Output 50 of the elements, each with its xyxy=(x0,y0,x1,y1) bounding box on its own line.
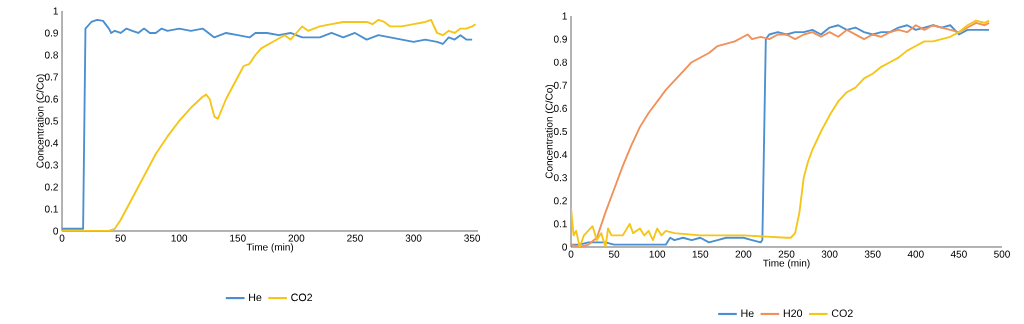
y-axis-title: Concentration (C/Co) xyxy=(36,74,46,168)
x-tick-label: 0 xyxy=(59,234,65,242)
legend-label: H20 xyxy=(783,309,803,318)
x-tick-label: 250 xyxy=(347,234,363,242)
y-tick-label: 0.2 xyxy=(44,183,58,191)
x-tick-label: 500 xyxy=(994,250,1010,258)
y-tick-label: 0.3 xyxy=(553,174,567,182)
legend-label: He xyxy=(249,293,262,302)
x-axis-title: Time (min) xyxy=(763,259,810,269)
x-tick-label: 400 xyxy=(907,250,924,258)
x-tick-label: 150 xyxy=(692,250,709,258)
y-tick-label: 0 xyxy=(53,227,59,235)
x-tick-label: 200 xyxy=(735,250,752,258)
y-tick-label: 0.9 xyxy=(44,29,58,37)
y-tick-label: 0.3 xyxy=(44,161,58,169)
y-tick-label: 0.1 xyxy=(553,220,567,228)
x-tick-label: 50 xyxy=(608,250,620,258)
x-tick-label: 250 xyxy=(778,250,795,258)
x-tick-label: 50 xyxy=(115,234,126,242)
y-tick-label: 0.6 xyxy=(553,104,567,113)
x-axis-title: Time (min) xyxy=(246,243,294,253)
y-tick-label: 0.5 xyxy=(44,117,59,125)
x-tick-label: 100 xyxy=(649,250,666,258)
y-tick-label: 1 xyxy=(562,12,567,20)
y-axis-title: Concentration (C/Co) xyxy=(545,85,555,179)
y-tick-label: 0.7 xyxy=(44,73,58,81)
y-tick-label: 1 xyxy=(53,7,58,15)
x-tick-label: 150 xyxy=(230,234,246,242)
y-tick-label: 0.8 xyxy=(44,51,58,59)
x-tick-label: 0 xyxy=(568,250,574,258)
y-tick-label: 0.4 xyxy=(44,139,59,147)
x-tick-label: 100 xyxy=(171,234,188,242)
y-tick-label: 0.2 xyxy=(553,197,567,205)
x-tick-label: 200 xyxy=(288,234,305,242)
y-tick-label: 0.9 xyxy=(553,35,567,43)
legend-label: He xyxy=(741,309,754,318)
x-tick-label: 350 xyxy=(464,234,481,242)
y-tick-label: 0.5 xyxy=(553,128,567,136)
legend-label: CO2 xyxy=(291,293,313,302)
y-tick-label: 0.8 xyxy=(553,58,567,66)
x-tick-label: 300 xyxy=(405,234,422,242)
y-tick-label: 0.7 xyxy=(553,81,567,89)
x-tick-label: 450 xyxy=(950,250,967,258)
legend-label: CO2 xyxy=(831,309,853,318)
x-tick-label: 350 xyxy=(864,250,881,258)
y-tick-label: 0.4 xyxy=(553,151,568,159)
y-tick-label: 0.6 xyxy=(44,95,58,103)
y-tick-label: 0.1 xyxy=(44,205,58,213)
y-tick-label: 0 xyxy=(562,243,568,251)
x-tick-label: 300 xyxy=(821,250,838,258)
